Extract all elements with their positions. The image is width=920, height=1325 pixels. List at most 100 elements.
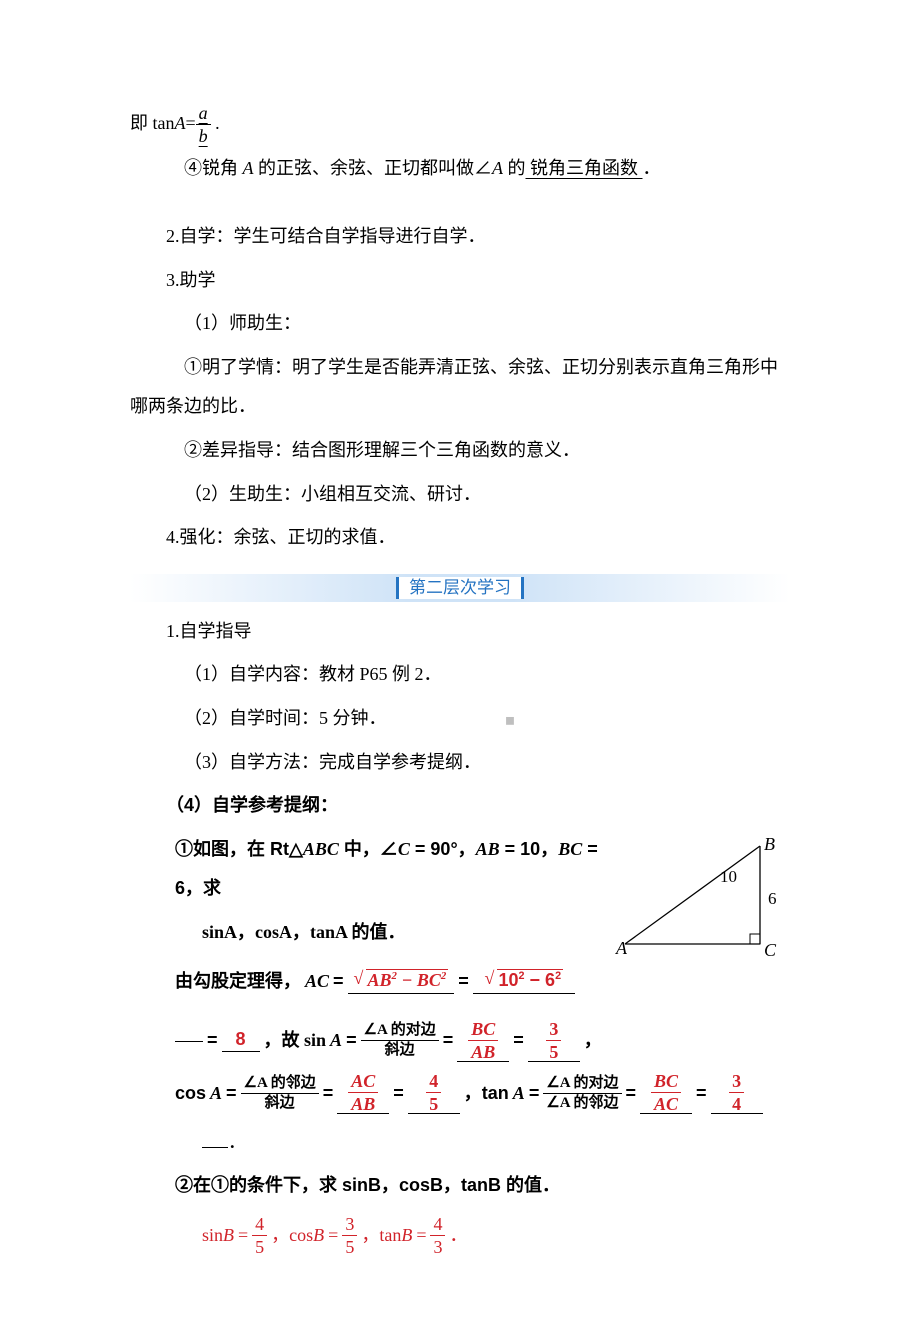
- frac-num: ∠A 的对边: [361, 1023, 439, 1040]
- var: ABC: [303, 839, 339, 859]
- label-10: 10: [720, 867, 737, 886]
- frac-num: ∠A 的邻边: [241, 1076, 319, 1093]
- text: =: [443, 1017, 454, 1064]
- fill-blank: 102 − 62: [473, 970, 575, 994]
- var-A: A: [492, 158, 503, 178]
- text: 中，∠: [339, 839, 398, 859]
- frac-den: 5: [342, 1235, 357, 1256]
- formula-tanA: 即 tanA=ab .: [130, 104, 790, 145]
- frac-num: 3: [729, 1072, 744, 1092]
- text: = 90°，: [410, 839, 476, 859]
- fill-blank: BCAC: [640, 1072, 692, 1114]
- text: =: [393, 1070, 404, 1117]
- text: cos: [175, 1070, 206, 1117]
- fill-blank: ACAB: [337, 1072, 389, 1114]
- text: =: [346, 1017, 357, 1064]
- text: =: [458, 958, 469, 1005]
- text: =: [328, 1212, 338, 1259]
- frac-num: a: [196, 104, 211, 124]
- var: A: [210, 1070, 222, 1117]
- section-title: 第二层次学习: [396, 577, 524, 599]
- frac-num: BC: [468, 1020, 498, 1040]
- paragraph: 3.助学: [130, 261, 790, 301]
- paragraph: （3）自学方法：完成自学参考提纲．: [130, 743, 790, 783]
- watermark-dot: ◼: [451, 707, 461, 733]
- text: = 10，: [500, 839, 559, 859]
- question-2: ②在①的条件下，求 sinB，cosB，tanB 的值．: [130, 1166, 790, 1206]
- var: AC: [305, 958, 329, 1005]
- frac-num: 4: [252, 1215, 267, 1235]
- frac-num: 4: [426, 1072, 441, 1092]
- var-A: A: [243, 158, 254, 178]
- text: 由勾股定理得，: [175, 958, 301, 1005]
- frac-den: 斜边: [361, 1040, 439, 1058]
- frac-num: 4: [430, 1215, 445, 1235]
- fill-blank: 35: [528, 1020, 580, 1062]
- var: AB: [476, 839, 500, 859]
- fill-blank: [175, 1040, 203, 1042]
- text: ，tan: [464, 1070, 509, 1117]
- paragraph: 1.自学指导: [130, 612, 790, 652]
- label-A: A: [615, 938, 628, 958]
- frac-den: AC: [651, 1092, 681, 1113]
- fill-blank: 34: [711, 1072, 763, 1114]
- text: ②在①的条件下，求 sinB，cosB，tanB 的值．: [175, 1175, 560, 1195]
- paragraph: 2.自学：学生可结合自学指导进行自学．: [130, 217, 790, 257]
- section-divider: 第二层次学习: [130, 574, 790, 602]
- document-page: 即 tanA=ab . ④锐角 A 的正弦、余弦、正切都叫做∠A 的 锐角三角函…: [0, 0, 920, 1325]
- frac-num: BC: [651, 1072, 681, 1092]
- paragraph: （2）自学时间：5 分钟． ◼: [130, 699, 790, 739]
- label-B: B: [764, 834, 775, 854]
- text: =: [238, 1212, 248, 1259]
- frac-num: AC: [348, 1072, 378, 1092]
- var-A: A: [175, 113, 186, 133]
- text: （2）自学时间：5 分钟．: [184, 708, 387, 728]
- text: =: [696, 1070, 707, 1117]
- text: ①如图，在 Rt△: [175, 839, 303, 859]
- solution-line-3: cosA = ∠A 的邻边斜边 = ACAB = 45 ，tanA = ∠A 的…: [130, 1070, 790, 1117]
- var: BC: [558, 839, 582, 859]
- text: 即 tan: [130, 113, 175, 133]
- text: sinB: [202, 1212, 234, 1259]
- text: ，: [584, 1017, 602, 1064]
- fill-blank: 45: [408, 1072, 460, 1114]
- frac-den: 3: [430, 1235, 445, 1256]
- text: =: [207, 1017, 218, 1064]
- fill-blank: 8: [222, 1029, 260, 1053]
- label-6: 6: [768, 889, 777, 908]
- triangle-figure: A B C 10 6: [610, 834, 790, 979]
- var: A: [513, 1070, 525, 1117]
- text: ，tanB: [361, 1212, 412, 1259]
- triangle-svg: A B C 10 6: [610, 834, 790, 964]
- frac-den: ∠A 的邻边: [543, 1093, 621, 1111]
- fill-blank: BCAB: [457, 1020, 509, 1062]
- answer-underline: 锐角三角函数: [526, 158, 643, 178]
- frac-den: 4: [729, 1092, 744, 1113]
- text: =: [529, 1070, 540, 1117]
- paragraph-bold: （4）自学参考提纲：: [130, 786, 790, 826]
- frac-den: b: [196, 124, 211, 145]
- frac-den: AB: [348, 1092, 378, 1113]
- text: =: [333, 958, 344, 1005]
- text: ④锐角: [184, 158, 243, 178]
- paragraph: 4.强化：余弦、正切的求值．: [130, 518, 790, 558]
- solution-line-1: 由勾股定理得， AC = AB2 − BC2 = 102 − 62: [130, 958, 600, 1005]
- frac-num: 3: [342, 1215, 357, 1235]
- paragraph: （1）师助生：: [130, 304, 790, 344]
- frac-num: 3: [546, 1020, 561, 1040]
- text: 的: [503, 158, 526, 178]
- solution-line-2: = 8 ，故 sinA = ∠A 的对边斜边 = BCAB = 35 ，: [130, 1017, 790, 1064]
- frac-den: 5: [252, 1235, 267, 1256]
- text: =: [186, 113, 196, 133]
- text: .: [211, 113, 220, 133]
- solution-end: ．: [130, 1123, 790, 1163]
- fill-blank: [202, 1146, 228, 1148]
- question-2-answer: sinB = 45 ，cosB = 35 ，tanB = 43 ．: [130, 1212, 790, 1259]
- text: =: [513, 1017, 524, 1064]
- frac-den: 5: [546, 1040, 561, 1061]
- text: ．: [449, 1212, 467, 1259]
- text: =: [226, 1070, 237, 1117]
- text: 的正弦、余弦、正切都叫做∠: [254, 158, 493, 178]
- text: ．: [228, 1132, 246, 1152]
- text: =: [626, 1070, 637, 1117]
